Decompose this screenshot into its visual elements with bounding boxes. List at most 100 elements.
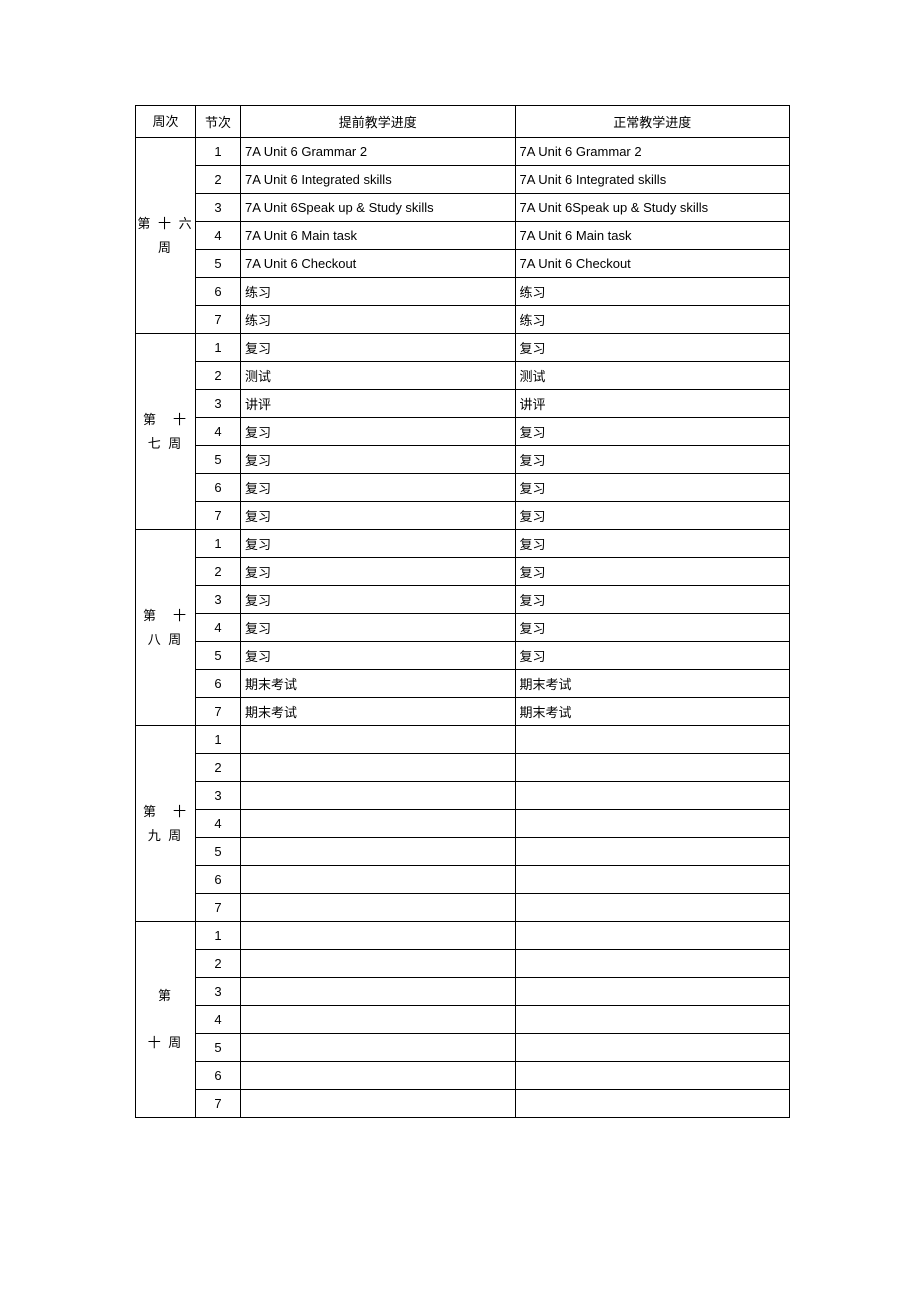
- week-label: 第 十 周: [136, 922, 196, 1118]
- table-row: 6练习练习: [136, 278, 790, 306]
- advance-cell: 复习: [241, 586, 516, 614]
- table-row: 5复习复习: [136, 446, 790, 474]
- advance-cell: 测试: [241, 362, 516, 390]
- header-week: 周次: [136, 106, 196, 138]
- advance-cell: 期末考试: [241, 698, 516, 726]
- advance-cell: 7A Unit 6 Grammar 2: [241, 138, 516, 166]
- header-row: 周次节次提前教学进度正常教学进度: [136, 106, 790, 138]
- advance-cell: 期末考试: [241, 670, 516, 698]
- table-row: 6期末考试期末考试: [136, 670, 790, 698]
- period-cell: 1: [196, 922, 241, 950]
- advance-cell: [241, 922, 516, 950]
- advance-cell: [241, 1034, 516, 1062]
- table-row: 第 十 六周17A Unit 6 Grammar 27A Unit 6 Gram…: [136, 138, 790, 166]
- advance-cell: [241, 1062, 516, 1090]
- table-row: 37A Unit 6Speak up & Study skills7A Unit…: [136, 194, 790, 222]
- advance-cell: 复习: [241, 614, 516, 642]
- header-advance: 提前教学进度: [241, 106, 516, 138]
- normal-cell: [515, 810, 790, 838]
- normal-cell: 复习: [515, 334, 790, 362]
- period-cell: 4: [196, 418, 241, 446]
- advance-cell: [241, 1006, 516, 1034]
- table-row: 2: [136, 950, 790, 978]
- advance-cell: [241, 978, 516, 1006]
- period-cell: 5: [196, 250, 241, 278]
- period-cell: 2: [196, 558, 241, 586]
- normal-cell: [515, 1090, 790, 1118]
- normal-cell: 讲评: [515, 390, 790, 418]
- period-cell: 5: [196, 838, 241, 866]
- normal-cell: 7A Unit 6 Integrated skills: [515, 166, 790, 194]
- table-row: 5: [136, 838, 790, 866]
- normal-cell: [515, 1034, 790, 1062]
- normal-cell: 复习: [515, 586, 790, 614]
- table-row: 2: [136, 754, 790, 782]
- advance-cell: 复习: [241, 502, 516, 530]
- advance-cell: 复习: [241, 474, 516, 502]
- normal-cell: 练习: [515, 278, 790, 306]
- period-cell: 3: [196, 978, 241, 1006]
- period-cell: 6: [196, 474, 241, 502]
- normal-cell: 测试: [515, 362, 790, 390]
- normal-cell: [515, 922, 790, 950]
- advance-cell: [241, 810, 516, 838]
- advance-cell: [241, 754, 516, 782]
- table-row: 4: [136, 1006, 790, 1034]
- period-cell: 3: [196, 194, 241, 222]
- period-cell: 4: [196, 222, 241, 250]
- advance-cell: 复习: [241, 446, 516, 474]
- period-cell: 5: [196, 642, 241, 670]
- period-cell: 2: [196, 950, 241, 978]
- normal-cell: [515, 838, 790, 866]
- period-cell: 1: [196, 334, 241, 362]
- period-cell: 2: [196, 166, 241, 194]
- week-label: 第 十八 周: [136, 530, 196, 726]
- table-row: 第 十九 周1: [136, 726, 790, 754]
- table-row: 6复习复习: [136, 474, 790, 502]
- period-cell: 7: [196, 1090, 241, 1118]
- table-row: 7期末考试期末考试: [136, 698, 790, 726]
- table-row: 47A Unit 6 Main task7A Unit 6 Main task: [136, 222, 790, 250]
- advance-cell: [241, 1090, 516, 1118]
- week-label: 第 十 六周: [136, 138, 196, 334]
- normal-cell: 期末考试: [515, 670, 790, 698]
- period-cell: 2: [196, 362, 241, 390]
- normal-cell: [515, 894, 790, 922]
- period-cell: 3: [196, 390, 241, 418]
- normal-cell: [515, 950, 790, 978]
- normal-cell: 7A Unit 6 Checkout: [515, 250, 790, 278]
- table-row: 3: [136, 782, 790, 810]
- period-cell: 5: [196, 446, 241, 474]
- table-row: 3讲评讲评: [136, 390, 790, 418]
- period-cell: 1: [196, 138, 241, 166]
- table-row: 7: [136, 1090, 790, 1118]
- normal-cell: 复习: [515, 642, 790, 670]
- table-row: 5复习复习: [136, 642, 790, 670]
- advance-cell: 复习: [241, 418, 516, 446]
- table-row: 6: [136, 866, 790, 894]
- week-label: 第 十七 周: [136, 334, 196, 530]
- advance-cell: 7A Unit 6Speak up & Study skills: [241, 194, 516, 222]
- advance-cell: [241, 950, 516, 978]
- normal-cell: [515, 1062, 790, 1090]
- normal-cell: [515, 978, 790, 1006]
- period-cell: 1: [196, 726, 241, 754]
- period-cell: 3: [196, 782, 241, 810]
- period-cell: 7: [196, 502, 241, 530]
- normal-cell: 期末考试: [515, 698, 790, 726]
- table-row: 3: [136, 978, 790, 1006]
- period-cell: 3: [196, 586, 241, 614]
- table-row: 57A Unit 6 Checkout7A Unit 6 Checkout: [136, 250, 790, 278]
- table-row: 4复习复习: [136, 614, 790, 642]
- period-cell: 7: [196, 306, 241, 334]
- table-row: 2测试测试: [136, 362, 790, 390]
- table-body: 周次节次提前教学进度正常教学进度第 十 六周17A Unit 6 Grammar…: [136, 106, 790, 1118]
- normal-cell: [515, 866, 790, 894]
- normal-cell: 复习: [515, 558, 790, 586]
- period-cell: 6: [196, 866, 241, 894]
- advance-cell: 讲评: [241, 390, 516, 418]
- header-period: 节次: [196, 106, 241, 138]
- advance-cell: [241, 726, 516, 754]
- advance-cell: 复习: [241, 530, 516, 558]
- period-cell: 6: [196, 670, 241, 698]
